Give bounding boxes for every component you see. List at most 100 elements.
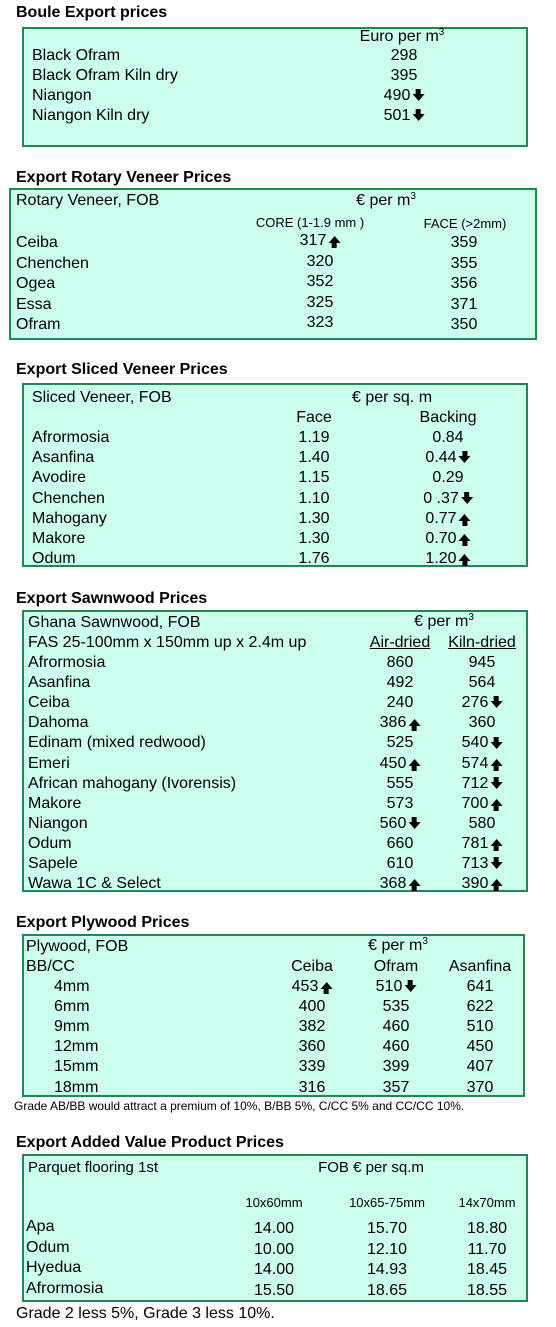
row-name: Afrormosia <box>26 1279 104 1297</box>
row-backing: 0.84 <box>432 429 464 446</box>
row-name: Afrormosia <box>28 654 106 671</box>
arrow-down-icon <box>404 980 417 993</box>
row-name: Asanfina <box>32 449 95 467</box>
row-name: Ceiba <box>28 694 70 712</box>
row-size: 6mm <box>54 998 90 1016</box>
row-price: 298 <box>390 47 418 64</box>
row-name: Makore <box>28 794 82 812</box>
row-ceiba: 339 <box>298 1058 326 1076</box>
arrow-up-icon <box>458 534 471 547</box>
sliced-col-backing: Backing <box>419 409 477 426</box>
added-col-2: 10x65-75mm <box>349 1195 425 1210</box>
row-name: Essa <box>16 295 52 313</box>
row-face: 1.15 <box>298 469 330 487</box>
added-col-1: 10x60mm <box>245 1195 303 1210</box>
row-price: 490 <box>384 86 425 106</box>
row-name: Avodire <box>32 469 86 487</box>
row-kiln: 564 <box>468 674 496 692</box>
row-face: 1.10 <box>298 489 330 507</box>
row-kiln: 580 <box>468 814 496 832</box>
arrow-up-icon <box>490 758 503 771</box>
row-ofram: 460 <box>382 1038 410 1056</box>
row-face: 1.19 <box>298 429 330 446</box>
row-air: 240 <box>386 694 414 712</box>
row-air: 555 <box>386 774 414 792</box>
row-ceiba: 453 <box>292 977 333 997</box>
row-kiln: 540 <box>462 733 503 753</box>
row-asanfina: 370 <box>466 1078 494 1096</box>
row-name: Ofram <box>16 316 61 333</box>
boule-table: Euro per m3 Black Ofram 298 Black Ofram Ki… <box>22 27 528 147</box>
row-name: Wawa 1C & Select <box>28 875 161 893</box>
arrow-down-icon <box>490 776 503 789</box>
rotary-col-face: FACE (>2mm) <box>423 216 507 231</box>
sawn-col-kiln: Kiln-dried <box>448 634 516 651</box>
row-name: Makore <box>32 530 86 547</box>
added-label: Parquet flooring 1st <box>28 1159 159 1176</box>
plywood-col-asanfina: Asanfina <box>448 958 512 975</box>
row-name: Niangon Kiln dry <box>32 107 150 124</box>
boule-title: Boule Export prices <box>16 4 168 21</box>
sliced-title: Export Sliced Veneer Prices <box>16 361 228 378</box>
row-ofram: 535 <box>382 998 410 1016</box>
arrow-down-icon <box>412 89 425 102</box>
row-core: 317 <box>300 231 341 251</box>
sliced-table: Sliced Veneer, FOB € per sq. m Face Back… <box>22 383 528 567</box>
arrow-up-icon <box>408 758 421 771</box>
row-air: 560 <box>380 814 421 834</box>
row-air: 525 <box>386 734 414 752</box>
row-name: Black Ofram Kiln dry <box>32 67 178 84</box>
row-ofram: 399 <box>382 1058 410 1076</box>
row-air: 573 <box>386 794 414 812</box>
row-backing: 0.29 <box>432 469 464 487</box>
arrow-up-icon <box>490 879 503 892</box>
arrow-up-icon <box>458 554 471 567</box>
added-col-3: 14x70mm <box>458 1195 516 1210</box>
plywood-note: Grade AB/BB would attract a premium of 1… <box>14 1099 465 1113</box>
row-core: 323 <box>306 314 334 331</box>
sliced-label: Sliced Veneer, FOB <box>32 389 172 406</box>
row-core: 325 <box>306 293 334 311</box>
row-14x70: 18.80 <box>466 1220 508 1237</box>
row-10x60: 14.00 <box>253 1261 295 1278</box>
row-backing: 0.77 <box>425 509 471 529</box>
row-asanfina: 641 <box>466 978 494 995</box>
row-backing: 1.20 <box>425 549 471 569</box>
row-ceiba: 382 <box>298 1018 326 1036</box>
row-air: 450 <box>380 754 421 774</box>
row-face: 1.40 <box>298 449 330 467</box>
row-asanfina: 407 <box>466 1058 494 1076</box>
row-face: 350 <box>450 316 478 333</box>
row-ceiba: 360 <box>298 1038 326 1056</box>
row-ceiba: 400 <box>298 998 326 1016</box>
row-ofram: 460 <box>382 1018 410 1036</box>
row-size: 15mm <box>54 1058 99 1076</box>
row-name: Odum <box>32 550 76 568</box>
row-name: Odum <box>28 834 72 852</box>
row-kiln: 945 <box>468 654 496 671</box>
rotary-table: Rotary Veneer, FOB € per m3 CORE (1-1.9 … <box>9 188 537 340</box>
row-kiln: 713 <box>462 854 503 874</box>
row-backing: 0 .37 <box>423 489 473 509</box>
plywood-unit: € per m3 <box>368 936 428 955</box>
row-air: 860 <box>386 654 414 671</box>
sawn-spec: FAS 25-100mm x 150mm up x 2.4m up <box>28 634 307 651</box>
plywood-col-ceiba: Ceiba <box>291 958 333 975</box>
row-name: Hyedua <box>26 1259 82 1276</box>
row-backing: 0.44 <box>425 448 471 468</box>
arrow-down-icon <box>460 491 473 504</box>
sliced-unit: € per sq. m <box>351 389 433 406</box>
row-name: Edinam (mixed redwood) <box>28 734 206 752</box>
row-10x60: 15.50 <box>253 1281 295 1299</box>
added-title: Export Added Value Product Prices <box>16 1134 284 1151</box>
row-price: 501 <box>384 106 425 126</box>
row-size: 18mm <box>54 1078 99 1096</box>
row-air: 610 <box>386 855 414 872</box>
sawn-col-air: Air-dried <box>369 634 431 651</box>
row-kiln: 700 <box>462 794 503 814</box>
row-size: 9mm <box>54 1018 90 1036</box>
row-kiln: 712 <box>462 774 503 794</box>
row-name: Odum <box>26 1238 70 1256</box>
sawn-label: Ghana Sawnwood, FOB <box>28 614 201 631</box>
row-air: 368 <box>380 874 421 894</box>
